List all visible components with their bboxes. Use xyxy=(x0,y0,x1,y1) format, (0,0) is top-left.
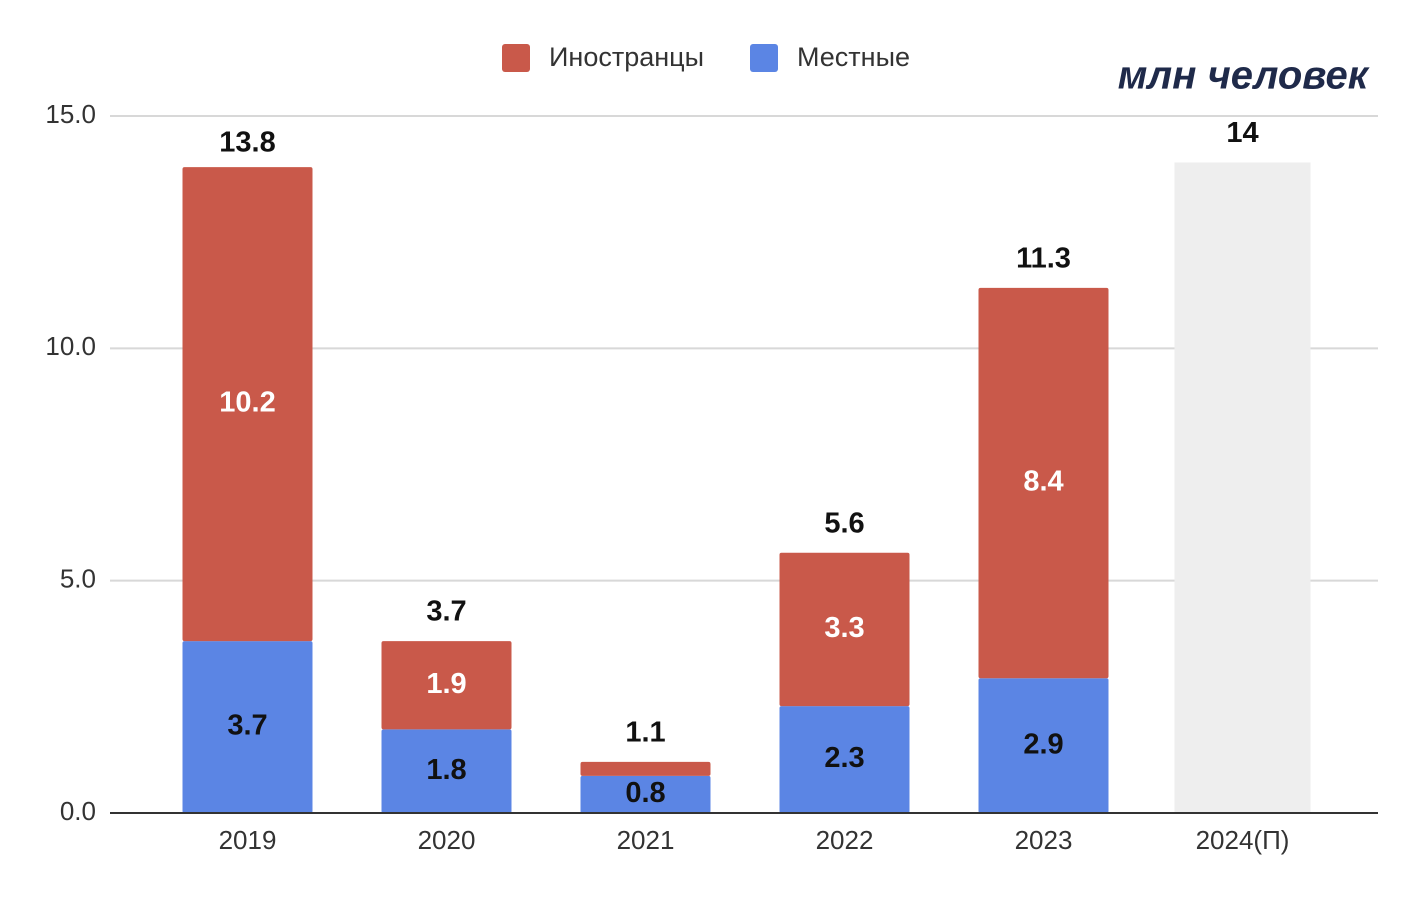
bar-segment xyxy=(978,678,1109,813)
x-tick-label: 2021 xyxy=(617,825,675,855)
x-tick-label: 2019 xyxy=(219,825,277,855)
x-tick-label: 2023 xyxy=(1015,825,1073,855)
total-label: 13.8 xyxy=(219,126,275,158)
bar-segment xyxy=(182,167,313,642)
x-tick-label: 2022 xyxy=(816,825,874,855)
legend-swatch xyxy=(750,44,778,72)
bar-segment xyxy=(978,287,1109,679)
bar-segment xyxy=(779,706,910,813)
y-tick-label: 0.0 xyxy=(60,796,96,826)
y-tick-label: 10.0 xyxy=(45,331,96,361)
value-label: 1.9 xyxy=(426,668,466,700)
unit-annotation: млн человек xyxy=(1118,54,1370,98)
x-tick-label: 2024(П) xyxy=(1196,825,1290,855)
legend-swatch xyxy=(502,44,530,72)
legend-label: Местные xyxy=(797,42,910,72)
total-label: 5.6 xyxy=(824,507,864,539)
legend-label: Иностранцы xyxy=(549,42,704,72)
value-label: 8.4 xyxy=(1023,466,1063,498)
value-label: 0.8 xyxy=(625,777,665,809)
y-tick-label: 15.0 xyxy=(45,99,96,129)
bar-segment xyxy=(381,729,512,813)
y-tick-label: 5.0 xyxy=(60,564,96,594)
value-label: 3.3 xyxy=(824,612,864,644)
forecast-bar xyxy=(1174,162,1311,813)
value-label: 3.7 xyxy=(227,710,267,742)
bar-segment xyxy=(779,552,910,707)
value-label: 2.3 xyxy=(824,742,864,774)
bar-segment xyxy=(580,775,711,813)
total-label: 3.7 xyxy=(426,596,466,628)
value-label: 2.9 xyxy=(1023,728,1063,760)
x-tick-label: 2020 xyxy=(418,825,476,855)
total-label: 1.1 xyxy=(625,717,665,749)
bar-segment xyxy=(580,761,711,776)
total-label: 14 xyxy=(1226,117,1258,149)
value-label: 10.2 xyxy=(219,387,275,419)
total-label: 11.3 xyxy=(1016,243,1071,275)
value-label: 1.8 xyxy=(426,754,466,786)
bar-segment xyxy=(182,641,313,813)
bar-segment xyxy=(381,641,512,730)
